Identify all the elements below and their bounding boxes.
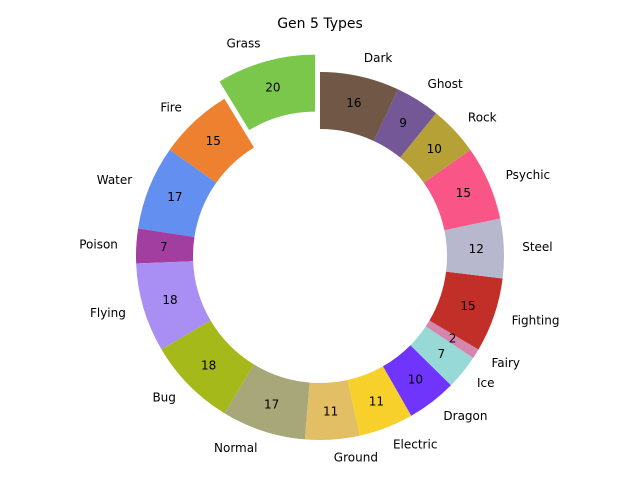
value-water: 17: [167, 190, 182, 204]
chart-title: Gen 5 Types: [277, 16, 363, 32]
label-ghost: Ghost: [428, 77, 463, 91]
value-electric: 11: [369, 394, 384, 408]
label-fairy: Fairy: [491, 356, 520, 370]
label-steel: Steel: [522, 240, 552, 254]
label-fire: Fire: [160, 101, 181, 115]
label-psychic: Psychic: [506, 168, 551, 182]
value-dark: 16: [346, 96, 361, 110]
slice-dragon: [383, 345, 451, 416]
value-fairy: 2: [449, 332, 457, 346]
slice-fire: [169, 98, 255, 183]
value-ground: 11: [323, 405, 338, 419]
value-normal: 17: [264, 397, 279, 411]
value-fire: 15: [206, 134, 221, 148]
slice-grass: [219, 54, 316, 131]
slice-flying: [136, 261, 211, 350]
label-poison: Poison: [79, 237, 118, 251]
value-psychic: 15: [456, 186, 471, 200]
slice-dark: [320, 72, 398, 141]
label-dragon: Dragon: [443, 409, 487, 423]
slices: [135, 54, 504, 440]
label-fighting: Fighting: [512, 314, 560, 328]
value-fighting: 15: [460, 299, 475, 313]
value-grass: 20: [265, 81, 280, 95]
value-dragon: 10: [408, 372, 423, 386]
slice-bug: [161, 320, 255, 414]
labels: Grass 20 Fire 15 Water 17 Poison 7 Flying 18 Bug 18…: [79, 36, 559, 464]
label-bug: Bug: [152, 391, 175, 405]
slice-electric: [347, 366, 412, 436]
slice-water: [138, 149, 217, 237]
value-steel: 12: [469, 242, 484, 256]
slice-ground: [304, 379, 360, 440]
value-poison: 7: [160, 240, 168, 254]
label-normal: Normal: [214, 441, 257, 455]
slice-ghost: [373, 89, 437, 158]
label-rock: Rock: [468, 110, 497, 124]
label-grass: Grass: [226, 36, 260, 50]
value-ghost: 9: [399, 116, 407, 130]
label-water: Water: [97, 173, 133, 187]
slice-rock: [400, 113, 471, 183]
slice-ice: [410, 326, 474, 386]
label-electric: Electric: [393, 437, 437, 451]
slice-poison: [135, 228, 195, 264]
value-flying: 18: [162, 293, 177, 307]
slice-psychic: [423, 149, 501, 231]
slice-steel: [444, 218, 504, 279]
label-flying: Flying: [90, 306, 126, 320]
value-rock: 10: [427, 142, 442, 156]
label-ice: Ice: [477, 376, 495, 390]
value-ice: 7: [437, 347, 445, 361]
label-dark: Dark: [364, 51, 393, 65]
slice-fairy: [425, 320, 479, 358]
slice-normal: [224, 364, 310, 440]
slice-fighting: [429, 271, 503, 350]
label-ground: Ground: [334, 450, 378, 464]
value-bug: 18: [201, 358, 216, 372]
